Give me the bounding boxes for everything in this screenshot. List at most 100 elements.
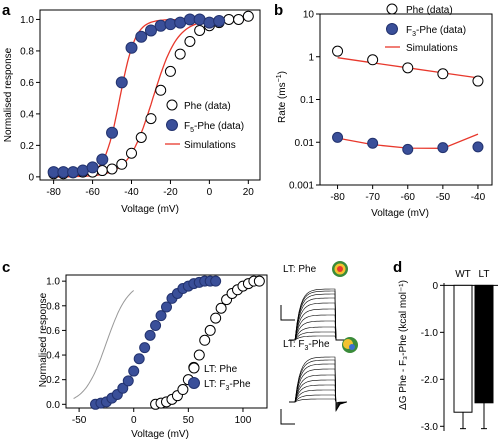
data-point-f5phe <box>86 161 99 174</box>
y-tick-label-a: 0.6 <box>20 78 34 89</box>
bars-d: WT LT <box>453 269 494 430</box>
data-point-f5phe <box>67 166 80 179</box>
ticks-a: -80 -60 -40 -20 0 20 0 0.2 0.4 0.6 0.8 1.0 <box>20 15 254 198</box>
molecule-core-f3phe <box>349 344 355 350</box>
y-tick-label-b: 1 <box>308 52 314 63</box>
x-axis-label-a: Voltage (mV) <box>121 204 179 215</box>
data-point-lt-phe <box>253 275 265 287</box>
simulation-curves-a <box>53 18 253 178</box>
current-trace <box>289 384 348 406</box>
data-point-f5phe <box>106 126 119 139</box>
current-trace <box>289 293 347 341</box>
data-points-a <box>47 10 254 180</box>
x-tick-label-a: -80 <box>46 187 61 198</box>
legend-label-f5phe-a: F5-Phe (data) <box>184 121 244 134</box>
y-tick-label-b: 10 <box>303 10 315 21</box>
data-point-phe-b <box>367 54 379 66</box>
legend-label-phe-b: Phe (data) <box>406 5 453 16</box>
data-point-phe <box>184 35 196 47</box>
current-trace <box>289 368 348 410</box>
current-traces-lt-phe <box>289 288 347 341</box>
current-trace <box>289 290 347 341</box>
current-trace <box>289 398 348 403</box>
data-point-phe <box>223 13 235 25</box>
data-points-b <box>332 45 484 155</box>
y-tick-label-c: 0.2 <box>46 375 60 386</box>
axes-a <box>39 9 261 181</box>
current-trace <box>289 308 347 341</box>
data-point-phe <box>145 113 157 125</box>
data-point-f5phe <box>164 18 177 31</box>
y-tick-label-a: 0.8 <box>20 46 34 57</box>
data-point-phe-b <box>472 75 484 87</box>
legend-label-ltphe-c: LT: Phe <box>204 364 238 375</box>
y-axis-label-b: Rate (ms−1) <box>276 71 288 123</box>
current-trace <box>289 320 347 341</box>
inset-lt-phe: LT: Phe <box>280 261 348 341</box>
panel-label-d: d <box>393 259 402 276</box>
panel-label-c: c <box>2 259 10 276</box>
x-tick-label-a: 0 <box>207 187 213 198</box>
data-point-phe <box>174 48 186 60</box>
current-trace <box>289 374 348 409</box>
axes-c <box>65 274 268 409</box>
data-point-phe <box>96 165 108 177</box>
legend-label-phe-a: Phe (data) <box>184 101 231 112</box>
y-tick-label-a: 1.0 <box>20 15 34 26</box>
current-trace <box>289 379 348 408</box>
current-trace <box>289 314 347 341</box>
legend-marker-open-b <box>386 3 398 15</box>
data-point-f5phe <box>125 41 138 54</box>
current-trace <box>289 363 348 411</box>
legend-label-sim-b: Simulations <box>406 43 458 54</box>
scale-bar-lt-phe <box>280 305 295 321</box>
current-trace <box>289 331 347 341</box>
data-point-f3phe-b <box>367 137 379 149</box>
simulation-curve-a <box>53 18 253 178</box>
data-point-lt-f3phe <box>210 275 222 287</box>
plot-frame-a <box>39 9 261 181</box>
y-tick-label-c: 0.6 <box>46 326 60 337</box>
legend-marker-filled-c <box>188 377 200 389</box>
plot-frame-b <box>319 13 493 186</box>
data-point-lt-f3phe <box>133 353 145 365</box>
y-tick-label-c: 0.4 <box>46 351 60 362</box>
legend-label-ltf3phe-c: LT: F3-Phe <box>204 379 251 392</box>
ticks-b: -80 -70 -60 -50 -40 0.001 0.01 0.1 1 10 <box>289 10 486 204</box>
data-point-lt-phe <box>215 302 227 314</box>
y-tick-label-b: 0.01 <box>295 138 315 149</box>
data-point-f5phe <box>203 16 216 29</box>
scale-bar-lt-f3phe <box>280 409 295 425</box>
y-axis-label-c: Normalised response <box>38 292 49 387</box>
data-point-lt-f3phe <box>117 382 129 394</box>
reference-curve <box>73 290 135 399</box>
x-tick-label-b: -60 <box>401 192 416 203</box>
x-tick-label-c: 50 <box>183 415 195 426</box>
axes-b <box>319 13 493 186</box>
legend-label-sim-a: Simulations <box>184 140 236 151</box>
ticks-d: 0 -1.0 -2.0 -3.0 <box>421 281 444 433</box>
x-tick-label-c: 0 <box>131 415 137 426</box>
data-point-phe-b <box>402 62 414 74</box>
x-tick-label-b: -80 <box>330 192 345 203</box>
legend-b: Phe (data) F3-Phe (data) Simulations <box>385 3 466 54</box>
molecule-icon-f3phe <box>342 337 358 353</box>
data-point-phe <box>194 24 206 36</box>
current-trace <box>289 288 347 341</box>
y-tick-label-c: 0.8 <box>46 301 60 312</box>
panel-label-b: b <box>274 2 283 19</box>
data-point-phe <box>233 13 245 25</box>
data-point-lt-f3phe <box>139 342 151 354</box>
current-trace <box>289 359 348 412</box>
category-label-wt: WT <box>455 269 471 280</box>
legend-a: Phe (data) F5-Phe (data) Simulations <box>165 99 244 151</box>
data-point-lt-f3phe <box>150 319 162 331</box>
legend-c: LT: Phe LT: F3-Phe <box>188 362 251 392</box>
y-axis-label-a: Normalised response <box>3 47 14 142</box>
current-trace <box>289 302 347 341</box>
data-point-phe <box>242 10 254 22</box>
y-tick-label-d: -2.0 <box>421 375 439 386</box>
data-point-phe <box>155 84 167 96</box>
reference-curve-c <box>73 290 135 399</box>
current-trace <box>289 356 348 413</box>
